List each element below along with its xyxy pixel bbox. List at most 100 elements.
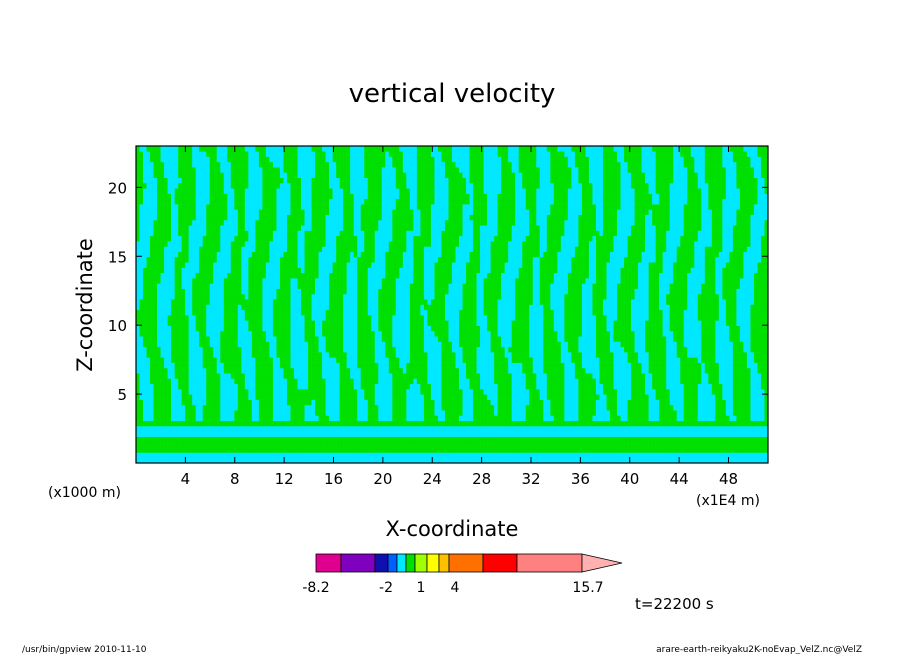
- field-cell: [353, 431, 358, 437]
- field-cell: [434, 441, 439, 448]
- field-cell: [532, 410, 537, 416]
- field-cell: [690, 426, 695, 432]
- field-cell: [164, 383, 168, 390]
- field-cell: [627, 426, 632, 432]
- field-cell: [764, 399, 768, 406]
- field-cell: [588, 362, 593, 369]
- field-cell: [750, 357, 755, 363]
- field-cell: [374, 394, 379, 400]
- field-cell: [739, 410, 744, 416]
- field-cell: [360, 410, 365, 416]
- field-cell: [718, 383, 723, 390]
- field-cell: [139, 346, 144, 353]
- field-cell: [585, 426, 590, 432]
- field-cell: [251, 383, 256, 390]
- field-cell: [202, 441, 207, 448]
- field-cell: [318, 404, 323, 411]
- field-cell: [750, 431, 755, 437]
- field-cell: [332, 457, 337, 463]
- field-cell: [606, 315, 611, 321]
- field-cell: [522, 420, 527, 427]
- field-cell: [322, 341, 326, 348]
- field-cell: [494, 436, 498, 443]
- field-cell: [213, 362, 218, 369]
- field-cell: [427, 315, 432, 321]
- field-cell: [171, 436, 175, 443]
- field-cell: [192, 447, 196, 453]
- field-cell: [223, 441, 228, 448]
- field-cell: [346, 431, 351, 437]
- field-cell: [353, 362, 358, 369]
- field-cell: [753, 389, 758, 395]
- field-cell: [560, 404, 565, 411]
- field-cell: [592, 373, 597, 379]
- field-cell: [757, 420, 762, 427]
- field-cell: [199, 320, 204, 326]
- field-cell: [234, 320, 239, 326]
- field-cell: [617, 373, 621, 379]
- field-cell: [680, 447, 685, 453]
- field-cell: [602, 341, 607, 348]
- field-cell: [136, 426, 140, 432]
- field-cell: [448, 404, 453, 411]
- field-cell: [251, 352, 256, 358]
- field-cell: [690, 378, 695, 385]
- field-cell: [764, 389, 768, 395]
- field-cell: [539, 367, 544, 374]
- field-cell: [251, 457, 256, 463]
- field-cell: [399, 325, 404, 332]
- field-cell: [199, 330, 204, 337]
- field-cell: [613, 325, 618, 332]
- field-cell: [279, 367, 284, 374]
- field-cell: [729, 383, 734, 390]
- field-cell: [434, 394, 439, 400]
- field-cell: [494, 452, 498, 459]
- field-cell: [729, 426, 734, 432]
- field-cell: [146, 352, 151, 358]
- field-cell: [181, 378, 186, 385]
- field-cell: [167, 420, 172, 427]
- field-cell: [234, 415, 239, 422]
- field-cell: [567, 336, 572, 342]
- field-cell: [760, 320, 765, 326]
- field-cell: [399, 378, 404, 385]
- field-cell: [736, 320, 741, 326]
- field-cell: [515, 357, 520, 363]
- field-cell: [395, 415, 400, 422]
- field-cell: [399, 336, 404, 342]
- field-cell: [195, 373, 200, 379]
- field-cell: [553, 362, 558, 369]
- field-cell: [729, 357, 734, 363]
- field-cell: [536, 420, 541, 427]
- field-cell: [704, 346, 709, 353]
- field-cell: [725, 378, 730, 385]
- field-cell: [680, 394, 685, 400]
- field-cell: [694, 373, 699, 379]
- field-cell: [360, 346, 365, 353]
- field-cell: [459, 336, 463, 342]
- field-cell: [434, 436, 439, 443]
- field-cell: [725, 410, 730, 416]
- field-cell: [276, 320, 281, 326]
- field-cell: [234, 362, 239, 369]
- field-cell: [297, 378, 302, 385]
- field-cell: [494, 410, 498, 416]
- field-cell: [708, 362, 713, 369]
- field-cell: [430, 315, 435, 321]
- field-cell: [395, 389, 400, 395]
- field-cell: [346, 404, 351, 411]
- field-cell: [304, 404, 309, 411]
- field-cell: [336, 436, 340, 443]
- field-cell: [301, 362, 305, 369]
- field-cell: [153, 346, 158, 353]
- field-cell: [504, 330, 509, 337]
- field-cell: [332, 410, 337, 416]
- field-cell: [427, 441, 432, 448]
- field-cell: [406, 389, 411, 395]
- field-cell: [171, 452, 175, 459]
- field-cell: [202, 415, 207, 422]
- field-cell: [746, 426, 751, 432]
- field-cell: [546, 367, 551, 374]
- field-cell: [476, 389, 481, 395]
- field-cell: [546, 325, 551, 332]
